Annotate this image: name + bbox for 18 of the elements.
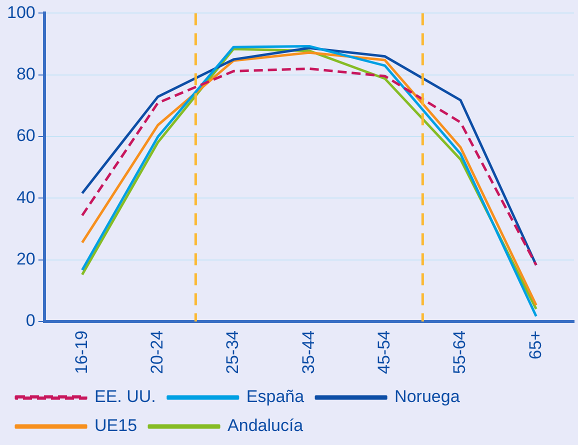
legend-label: Noruega xyxy=(394,387,460,406)
x-tick-label: 55-64 xyxy=(450,330,470,374)
y-tick-label: 80 xyxy=(16,64,36,84)
y-tick-label: 60 xyxy=(16,126,36,146)
x-tick-label: 25-34 xyxy=(223,330,242,374)
x-tick-label: 20-24 xyxy=(148,330,167,374)
legend-label: España xyxy=(246,387,305,406)
x-tick-label: 35-44 xyxy=(298,330,318,374)
legend-label: EE. UU. xyxy=(94,387,156,406)
legend-label: Andalucía xyxy=(228,416,304,436)
legend-label: UE15 xyxy=(94,416,138,436)
x-tick-label: 45-54 xyxy=(374,330,394,374)
y-tick-label: 20 xyxy=(16,250,36,269)
x-tick-label: 16-19 xyxy=(72,330,91,374)
y-tick-label: 40 xyxy=(16,188,36,207)
y-tick-label: 100 xyxy=(6,2,36,22)
y-tick-label: 0 xyxy=(26,311,36,330)
x-tick-label: 65+ xyxy=(526,330,545,360)
